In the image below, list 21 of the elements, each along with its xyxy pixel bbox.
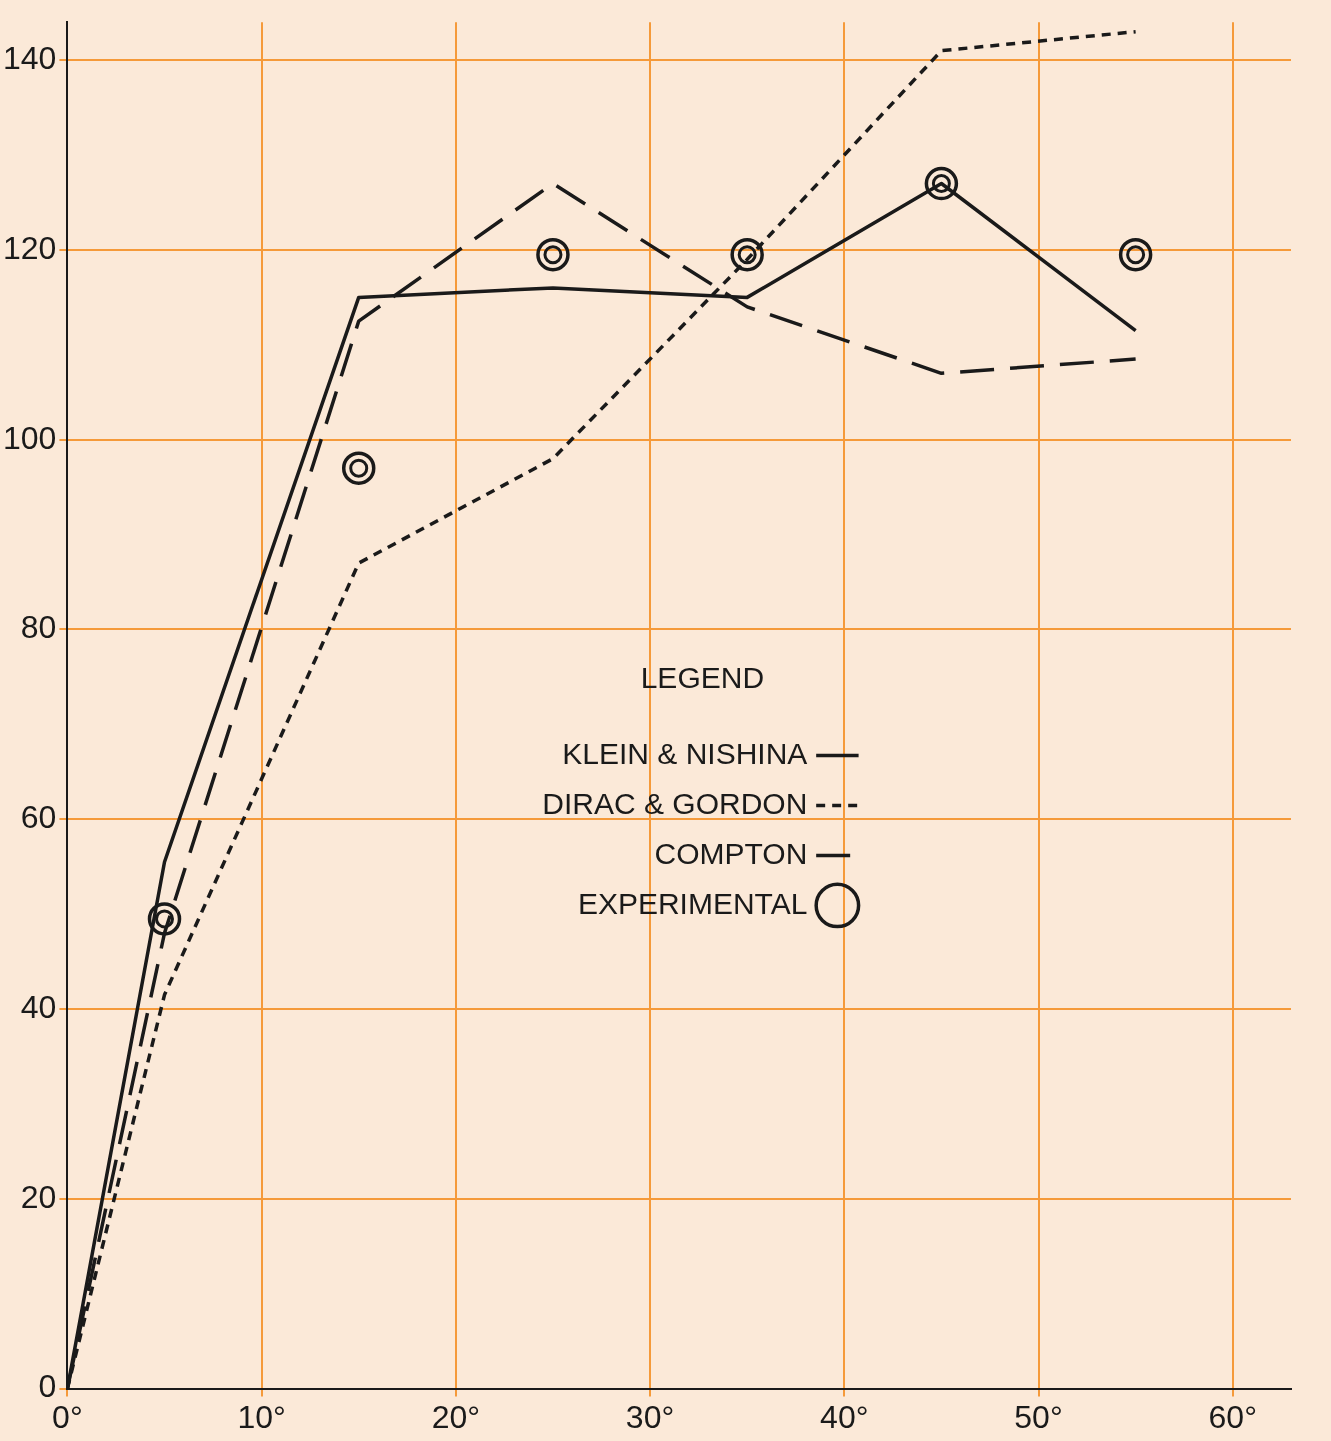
point xyxy=(536,237,570,272)
y-tick-label: 100 xyxy=(3,419,57,456)
x-tick-label: 10° xyxy=(237,1398,286,1435)
y-tick-label: 40 xyxy=(20,988,57,1025)
y-tick-label: 120 xyxy=(3,229,57,266)
x-tick-label: 40° xyxy=(820,1398,869,1435)
point xyxy=(730,237,764,272)
point xyxy=(1118,237,1153,272)
point xyxy=(924,166,959,201)
x-tick-label: 50° xyxy=(1014,1398,1063,1435)
y-tick-label: 60 xyxy=(20,799,57,836)
point xyxy=(341,451,376,485)
x-tick-label: 60° xyxy=(1208,1398,1257,1435)
x-tick-label: 30° xyxy=(625,1398,675,1435)
x-tick-label: 20° xyxy=(431,1398,481,1435)
y-tick-label: 20 xyxy=(20,1178,57,1215)
y-tick-label: 80 xyxy=(20,609,57,646)
legend-label: KLEIN & NISHINA xyxy=(562,736,808,770)
legend-label: COMPTON xyxy=(654,836,808,870)
y-tick-label: 140 xyxy=(3,39,57,76)
point xyxy=(147,902,182,936)
